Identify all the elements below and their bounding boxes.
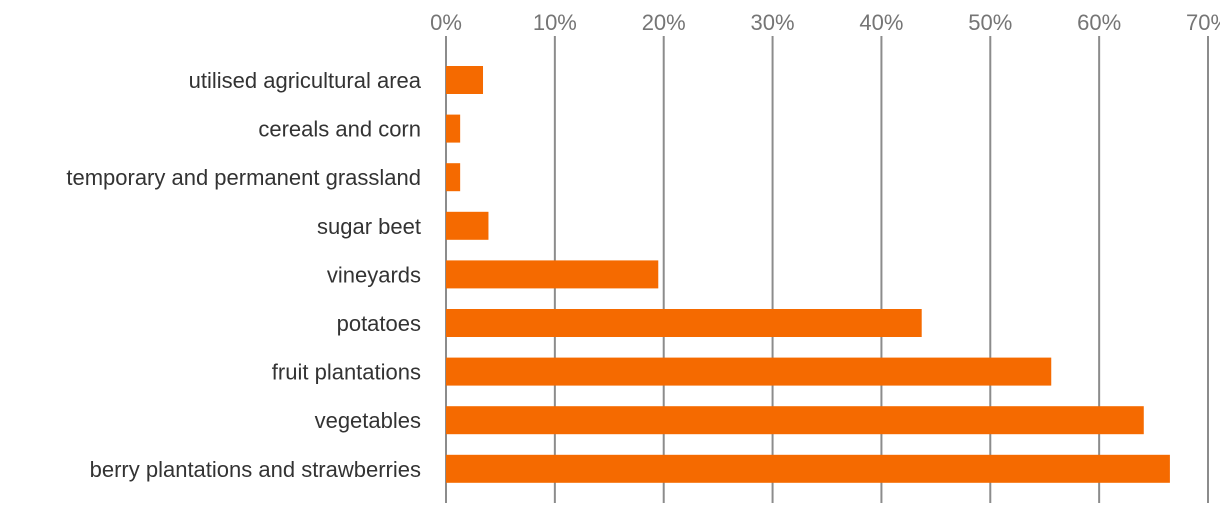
bars <box>446 66 1170 483</box>
x-axis-tick-labels: 0% 10% 20% 30% 40% 50% 60% 70% <box>430 10 1220 35</box>
bar <box>446 309 922 337</box>
category-label: fruit plantations <box>272 360 421 385</box>
bar <box>446 211 489 240</box>
x-tick-label: 10% <box>533 10 577 35</box>
category-label: cereals and corn <box>258 117 421 142</box>
x-tick-label: 0% <box>430 10 462 35</box>
bar <box>446 114 461 143</box>
category-label: temporary and permanent grassland <box>66 165 421 190</box>
category-label: utilised agricultural area <box>189 68 422 93</box>
x-tick-label: 70% <box>1186 10 1220 35</box>
x-tick-label: 50% <box>968 10 1012 35</box>
bar <box>446 66 484 94</box>
bar <box>446 454 1170 483</box>
category-label: vegetables <box>315 408 421 433</box>
bar <box>446 260 659 289</box>
category-label: vineyards <box>327 262 421 287</box>
bar <box>446 163 461 192</box>
x-tick-label: 30% <box>751 10 795 35</box>
category-label: potatoes <box>337 311 421 336</box>
bar <box>446 357 1052 386</box>
x-tick-label: 60% <box>1077 10 1121 35</box>
x-tick-label: 20% <box>642 10 686 35</box>
category-label: berry plantations and strawberries <box>90 457 421 482</box>
x-tick-label: 40% <box>859 10 903 35</box>
category-label: sugar beet <box>317 214 421 239</box>
grid-lines <box>445 36 1209 503</box>
bar <box>446 406 1144 435</box>
category-labels: utilised agricultural area cereals and co… <box>66 68 421 482</box>
